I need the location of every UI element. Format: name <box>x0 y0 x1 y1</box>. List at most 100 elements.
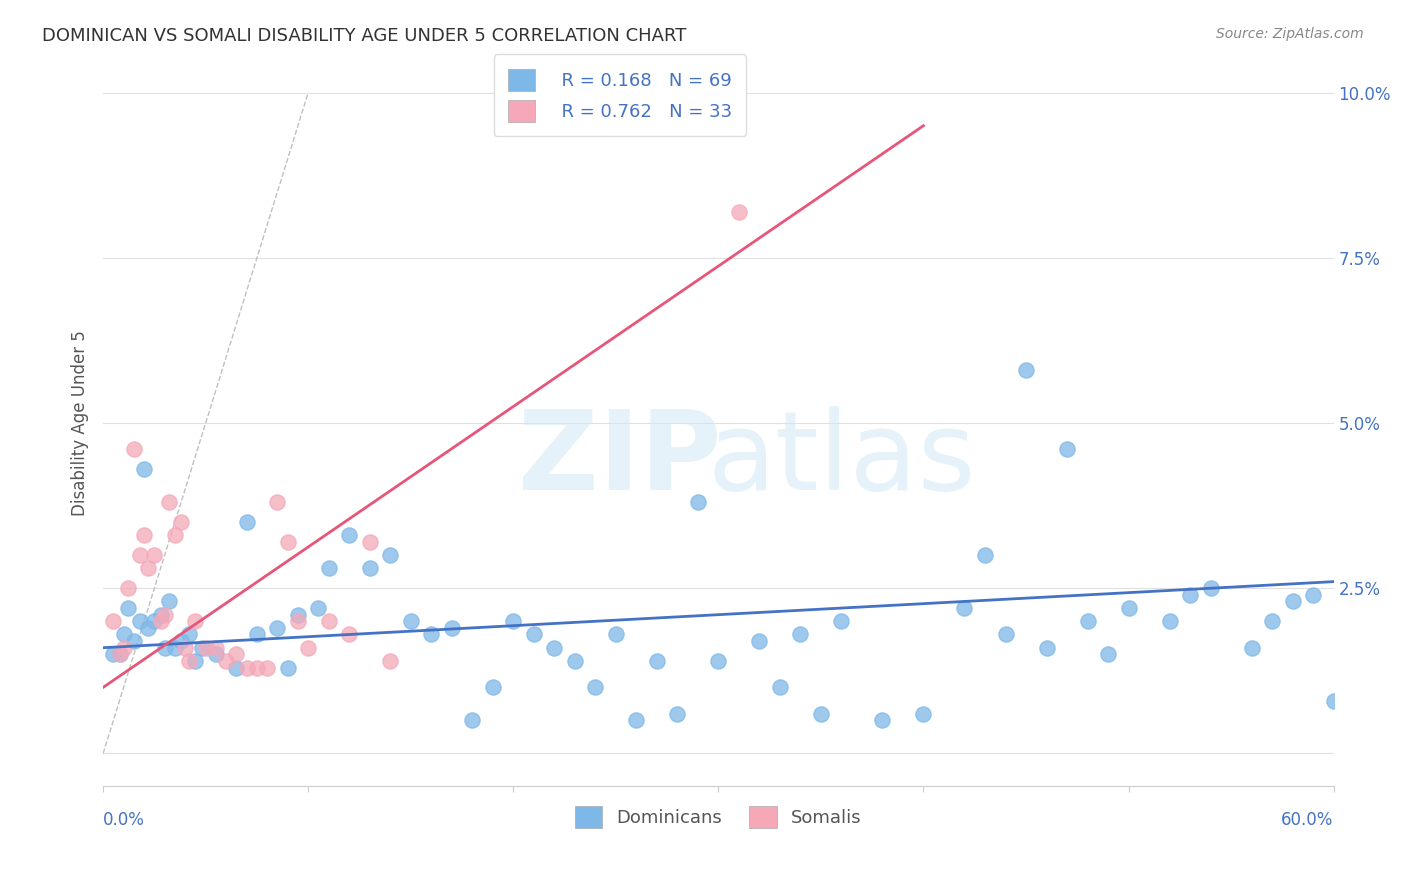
Point <box>215 654 238 668</box>
Point <box>564 654 586 668</box>
Point <box>143 548 166 562</box>
Text: Source: ZipAtlas.com: Source: ZipAtlas.com <box>1216 27 1364 41</box>
Point <box>194 640 217 655</box>
Point <box>1323 693 1346 707</box>
Text: DOMINICAN VS SOMALI DISABILITY AGE UNDER 5 CORRELATION CHART: DOMINICAN VS SOMALI DISABILITY AGE UNDER… <box>42 27 686 45</box>
Point <box>134 528 156 542</box>
Point <box>225 648 247 662</box>
Point <box>277 535 299 549</box>
Point <box>502 615 524 629</box>
Point <box>143 615 166 629</box>
Point <box>440 621 463 635</box>
Point <box>1281 594 1303 608</box>
Point <box>170 515 193 529</box>
Point <box>170 634 193 648</box>
Point <box>149 615 172 629</box>
Point <box>112 627 135 641</box>
Point <box>287 607 309 622</box>
Text: atlas: atlas <box>707 406 976 513</box>
Point <box>461 714 484 728</box>
Point <box>163 640 186 655</box>
Point <box>122 442 145 457</box>
Y-axis label: Disability Age Under 5: Disability Age Under 5 <box>72 330 89 516</box>
Point <box>543 640 565 655</box>
Point <box>157 594 180 608</box>
Point <box>1159 615 1181 629</box>
Text: 0.0%: 0.0% <box>103 812 145 830</box>
Point <box>136 561 159 575</box>
Point <box>318 615 340 629</box>
Point <box>129 615 152 629</box>
Point <box>1118 601 1140 615</box>
Point <box>225 660 247 674</box>
Point <box>129 548 152 562</box>
Point <box>117 601 139 615</box>
Point <box>153 607 176 622</box>
Point <box>399 615 422 629</box>
Point <box>337 627 360 641</box>
Point <box>122 634 145 648</box>
Point <box>380 548 402 562</box>
Point <box>318 561 340 575</box>
Point <box>1261 615 1284 629</box>
Point <box>235 515 257 529</box>
Point <box>1035 640 1057 655</box>
Point <box>1240 640 1263 655</box>
Point <box>256 660 278 674</box>
Point <box>481 681 503 695</box>
Point <box>789 627 811 641</box>
Point <box>707 654 730 668</box>
Point <box>184 654 207 668</box>
Point <box>605 627 627 641</box>
Point <box>1302 588 1324 602</box>
Point <box>994 627 1017 641</box>
Point <box>246 660 269 674</box>
Point <box>420 627 443 641</box>
Point <box>297 640 319 655</box>
Point <box>666 706 689 721</box>
Point <box>103 615 125 629</box>
Point <box>359 535 381 549</box>
Point <box>157 495 180 509</box>
Point <box>953 601 976 615</box>
Point <box>359 561 381 575</box>
Point <box>830 615 852 629</box>
Point <box>179 627 201 641</box>
Point <box>686 495 709 509</box>
Point <box>266 495 288 509</box>
Point <box>190 640 212 655</box>
Point <box>380 654 402 668</box>
Point <box>108 648 131 662</box>
Point <box>134 462 156 476</box>
Point <box>974 548 997 562</box>
Point <box>103 648 125 662</box>
Point <box>205 640 228 655</box>
Point <box>117 581 139 595</box>
Point <box>1056 442 1078 457</box>
Point <box>108 648 131 662</box>
Point <box>645 654 668 668</box>
Point <box>179 654 201 668</box>
Point <box>912 706 935 721</box>
Text: 60.0%: 60.0% <box>1281 812 1334 830</box>
Point <box>153 640 176 655</box>
Point <box>205 648 228 662</box>
Point <box>308 601 330 615</box>
Point <box>174 640 197 655</box>
Point <box>1199 581 1222 595</box>
Point <box>810 706 832 721</box>
Legend: Dominicans, Somalis: Dominicans, Somalis <box>568 799 869 836</box>
Point <box>184 615 207 629</box>
Point <box>583 681 606 695</box>
Point <box>1178 588 1201 602</box>
Point <box>1076 615 1098 629</box>
Point <box>769 681 792 695</box>
Point <box>246 627 269 641</box>
Text: ZIP: ZIP <box>519 406 721 513</box>
Point <box>136 621 159 635</box>
Point <box>728 204 751 219</box>
Point <box>287 615 309 629</box>
Point <box>149 607 172 622</box>
Point <box>523 627 546 641</box>
Point <box>1097 648 1119 662</box>
